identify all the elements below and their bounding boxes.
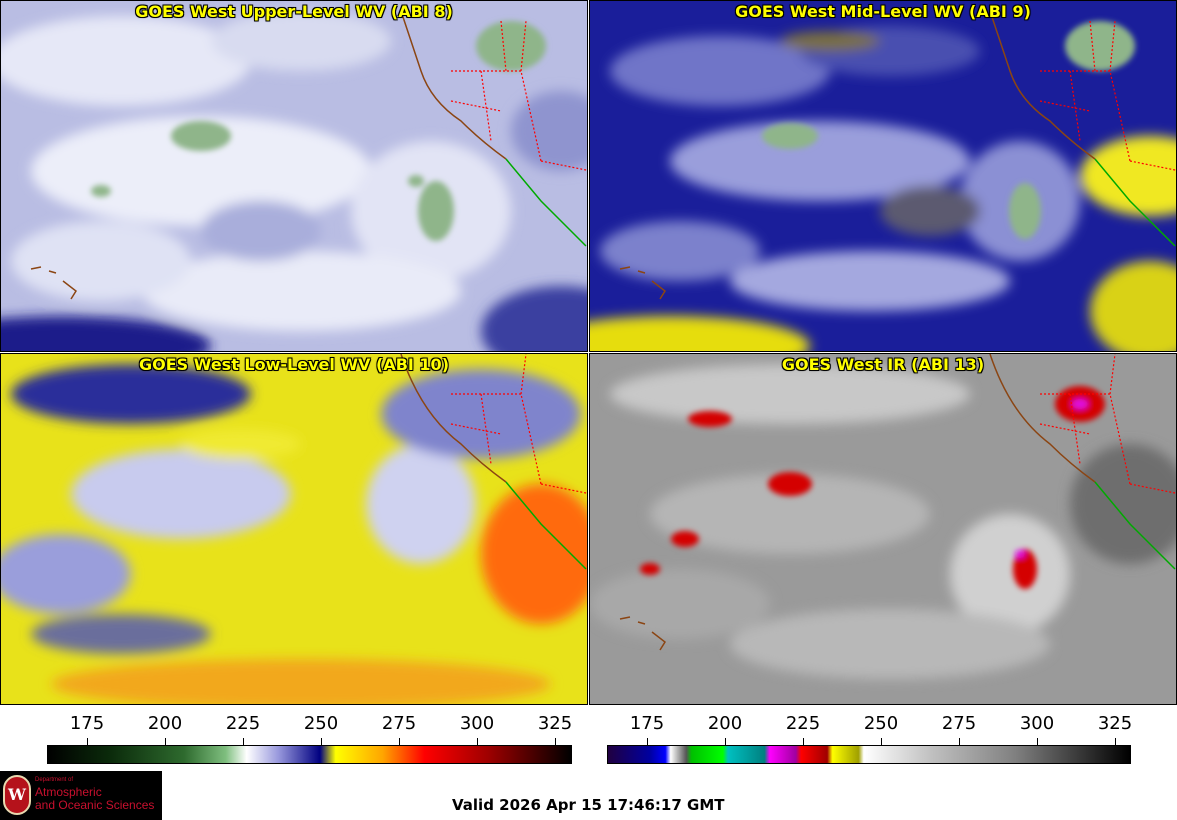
wv-tick-label: 300 <box>459 713 495 734</box>
ir-tick-mark <box>1037 738 1038 745</box>
wv-tick-label: 225 <box>225 713 261 734</box>
panel-upper-level-wv: GOES West Upper-Level WV (ABI 8) <box>0 0 588 352</box>
wv-tick-mark <box>399 738 400 745</box>
ir-tick-mark <box>803 738 804 745</box>
panel-title-upper-level-wv: GOES West Upper-Level WV (ABI 8) <box>135 2 453 21</box>
wv-tick-mark <box>321 738 322 745</box>
wv-tick-mark <box>477 738 478 745</box>
ir-tick-label: 200 <box>707 713 743 734</box>
aos-logo: W Department of Atmospheric and Oceanic … <box>0 771 162 820</box>
panel-title-ir: GOES West IR (ABI 13) <box>781 355 985 374</box>
ir-tick-mark <box>881 738 882 745</box>
upper-level-wv-image <box>1 1 587 351</box>
low-level-wv-image <box>1 354 587 704</box>
ir-colorbar-gradient <box>607 745 1131 764</box>
panel-low-level-wv: GOES West Low-Level WV (ABI 10) <box>0 353 588 705</box>
ir-tick-mark <box>725 738 726 745</box>
wv-tick-label: 250 <box>303 713 339 734</box>
wv-colorbar-gradient <box>47 745 572 764</box>
ir-tick-label: 325 <box>1097 713 1133 734</box>
wv-tick-mark <box>87 738 88 745</box>
ir-image <box>590 354 1176 704</box>
wv-tick-label: 325 <box>537 713 573 734</box>
panel-title-low-level-wv: GOES West Low-Level WV (ABI 10) <box>138 355 449 374</box>
ir-tick-mark <box>1115 738 1116 745</box>
ir-tick-label: 250 <box>863 713 899 734</box>
valid-time: Valid 2026 Apr 15 17:46:17 GMT <box>452 796 725 814</box>
panel-title-mid-level-wv: GOES West Mid-Level WV (ABI 9) <box>735 2 1031 21</box>
ir-tick-label: 275 <box>941 713 977 734</box>
logo-name-text: Atmospheric and Oceanic Sciences <box>35 785 155 812</box>
panel-mid-level-wv: GOES West Mid-Level WV (ABI 9) <box>589 0 1177 352</box>
wv-tick-mark <box>165 738 166 745</box>
wv-tick-mark <box>555 738 556 745</box>
ir-tick-label: 175 <box>629 713 665 734</box>
wv-tick-mark <box>243 738 244 745</box>
ir-tick-mark <box>959 738 960 745</box>
mid-level-wv-image <box>590 1 1176 351</box>
ir-tick-mark <box>647 738 648 745</box>
logo-dept-text: Department of <box>35 777 74 783</box>
uw-seal-icon: W <box>3 775 31 815</box>
panel-ir: GOES West IR (ABI 13) <box>589 353 1177 705</box>
wv-tick-label: 200 <box>147 713 183 734</box>
wv-tick-label: 275 <box>381 713 417 734</box>
wv-tick-label: 175 <box>69 713 105 734</box>
ir-tick-label: 300 <box>1019 713 1055 734</box>
ir-tick-label: 225 <box>785 713 821 734</box>
